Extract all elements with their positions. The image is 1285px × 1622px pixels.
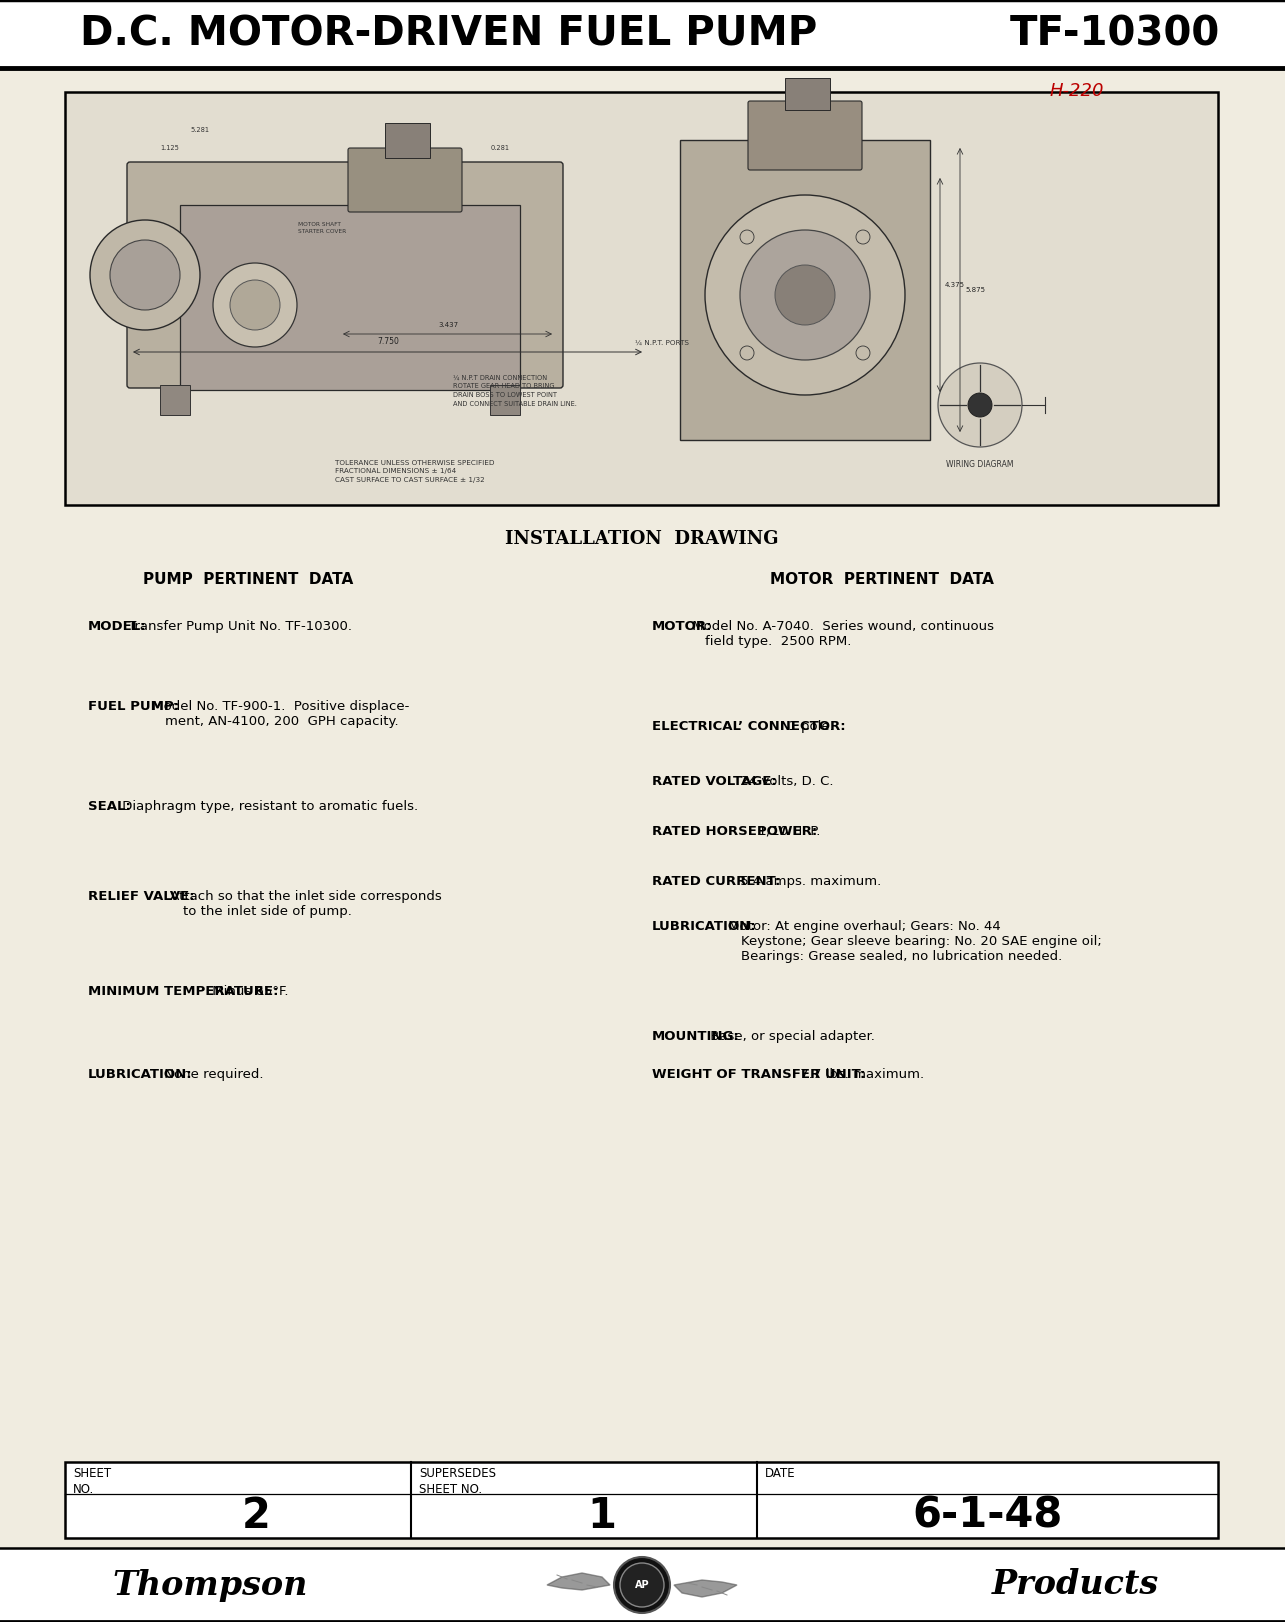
Text: FUEL PUMP:: FUEL PUMP: [87,701,179,714]
Text: AP: AP [635,1580,649,1590]
Text: 4.375: 4.375 [944,282,965,289]
Text: 5.875: 5.875 [965,287,986,294]
Bar [0,0,1285,68]
Text: SEAL:: SEAL: [87,800,131,813]
Text: MOTOR SHAFT
STARTER COVER: MOTOR SHAFT STARTER COVER [298,222,346,234]
Circle shape [938,363,1022,448]
Bar [680,139,930,440]
Text: 2: 2 [242,1495,270,1538]
Text: 1 pole.: 1 pole. [784,720,834,733]
Circle shape [775,264,835,324]
Text: 1/10 H. P.: 1/10 H. P. [754,826,820,839]
Text: RATED HORSEPOWER:: RATED HORSEPOWER: [651,826,817,839]
Polygon shape [675,1580,738,1598]
FancyBboxPatch shape [748,101,862,170]
Bar [386,123,430,157]
Text: Minus 65°F.: Minus 65°F. [208,985,288,998]
Text: MOTOR:: MOTOR: [651,620,712,633]
Text: Products: Products [992,1568,1159,1601]
Text: MOUNTING:: MOUNTING: [651,1030,740,1043]
Text: Model No. TF-900-1.  Positive displace-
    ment, AN-4100, 200  GPH capacity.: Model No. TF-900-1. Positive displace- m… [148,701,409,728]
Bar [180,204,520,389]
Text: SUPERSEDES
SHEET NO.: SUPERSEDES SHEET NO. [419,1466,496,1495]
Text: RELIEF VALVE:: RELIEF VALVE: [87,890,194,903]
Text: DATE: DATE [765,1466,795,1479]
Circle shape [856,345,870,360]
Text: 3.437: 3.437 [438,323,457,328]
Text: H-220: H-220 [1050,83,1105,101]
Circle shape [213,263,297,347]
Text: Thompson: Thompson [112,1568,307,1601]
Text: None required.: None required. [159,1067,263,1080]
Text: 1.125: 1.125 [161,144,180,151]
Bar [0,1547,1285,1622]
Text: Base, or special adapter.: Base, or special adapter. [705,1030,875,1043]
Circle shape [230,281,280,329]
Text: 5.4 amps. maximum.: 5.4 amps. maximum. [736,874,882,887]
Circle shape [614,1557,669,1612]
Bar [490,384,520,415]
Circle shape [619,1564,664,1607]
Circle shape [111,240,180,310]
Text: MODEL:: MODEL: [87,620,146,633]
Text: MINIMUM TEMPERATURE:: MINIMUM TEMPERATURE: [87,985,279,998]
Text: PUMP  PERTINENT  DATA: PUMP PERTINENT DATA [143,573,353,587]
Polygon shape [547,1573,610,1590]
Text: LUBRICATION:: LUBRICATION: [87,1067,193,1080]
Text: 7.7 lbs. maximum.: 7.7 lbs. maximum. [795,1067,924,1080]
Bar [66,1461,1218,1538]
Text: RATED CURRENT:: RATED CURRENT: [651,874,780,887]
Text: ¼ N.P.T. PORTS: ¼ N.P.T. PORTS [635,341,689,345]
Text: 24 volts, D. C.: 24 volts, D. C. [736,775,833,788]
Bar [785,78,830,110]
Text: Model No. A-7040.  Series wound, continuous
    field type.  2500 RPM.: Model No. A-7040. Series wound, continuo… [687,620,993,649]
Text: LUBRICATION:: LUBRICATION: [651,920,757,933]
Text: 6-1-48: 6-1-48 [912,1495,1063,1538]
Text: Attach so that the inlet side corresponds
    to the inlet side of pump.: Attach so that the inlet side correspond… [166,890,442,918]
Bar [66,92,1218,504]
Text: INSTALLATION  DRAWING: INSTALLATION DRAWING [505,530,779,548]
Circle shape [740,345,754,360]
Circle shape [740,230,754,243]
Text: WIRING DIAGRAM: WIRING DIAGRAM [946,461,1014,469]
Text: 1: 1 [587,1495,617,1538]
Text: 5.281: 5.281 [190,127,209,133]
Text: ELECTRICAL’ CONNECTOR:: ELECTRICAL’ CONNECTOR: [651,720,846,733]
Text: MOTOR  PERTINENT  DATA: MOTOR PERTINENT DATA [770,573,993,587]
Circle shape [968,393,992,417]
Text: Transfer Pump Unit No. TF-10300.: Transfer Pump Unit No. TF-10300. [123,620,352,633]
Text: 7.750: 7.750 [377,337,398,345]
Text: Diaphragm type, resistant to aromatic fuels.: Diaphragm type, resistant to aromatic fu… [118,800,418,813]
Text: Motor: At engine overhaul; Gears: No. 44
    Keystone; Gear sleeve bearing: No. : Motor: At engine overhaul; Gears: No. 44… [723,920,1101,963]
Circle shape [90,221,200,329]
Text: ¼ N.P.T DRAIN CONNECTION
ROTATE GEAR HEAD TO BRING
DRAIN BOSS TO LOWEST POINT
AN: ¼ N.P.T DRAIN CONNECTION ROTATE GEAR HEA… [454,375,577,407]
Circle shape [856,230,870,243]
Bar [161,384,190,415]
Text: 0.281: 0.281 [491,144,509,151]
FancyBboxPatch shape [348,148,463,212]
FancyBboxPatch shape [127,162,563,388]
Circle shape [705,195,905,396]
Circle shape [740,230,870,360]
Text: SHEET
NO.: SHEET NO. [73,1466,111,1495]
Text: TF-10300: TF-10300 [1010,15,1219,54]
Text: TOLERANCE UNLESS OTHERWISE SPECIFIED
FRACTIONAL DIMENSIONS ± 1/64
CAST SURFACE T: TOLERANCE UNLESS OTHERWISE SPECIFIED FRA… [335,461,495,483]
Text: WEIGHT OF TRANSFER UNIT:: WEIGHT OF TRANSFER UNIT: [651,1067,865,1080]
Text: D.C. MOTOR-DRIVEN FUEL PUMP: D.C. MOTOR-DRIVEN FUEL PUMP [80,15,817,54]
Text: RATED VOLTAGE:: RATED VOLTAGE: [651,775,776,788]
